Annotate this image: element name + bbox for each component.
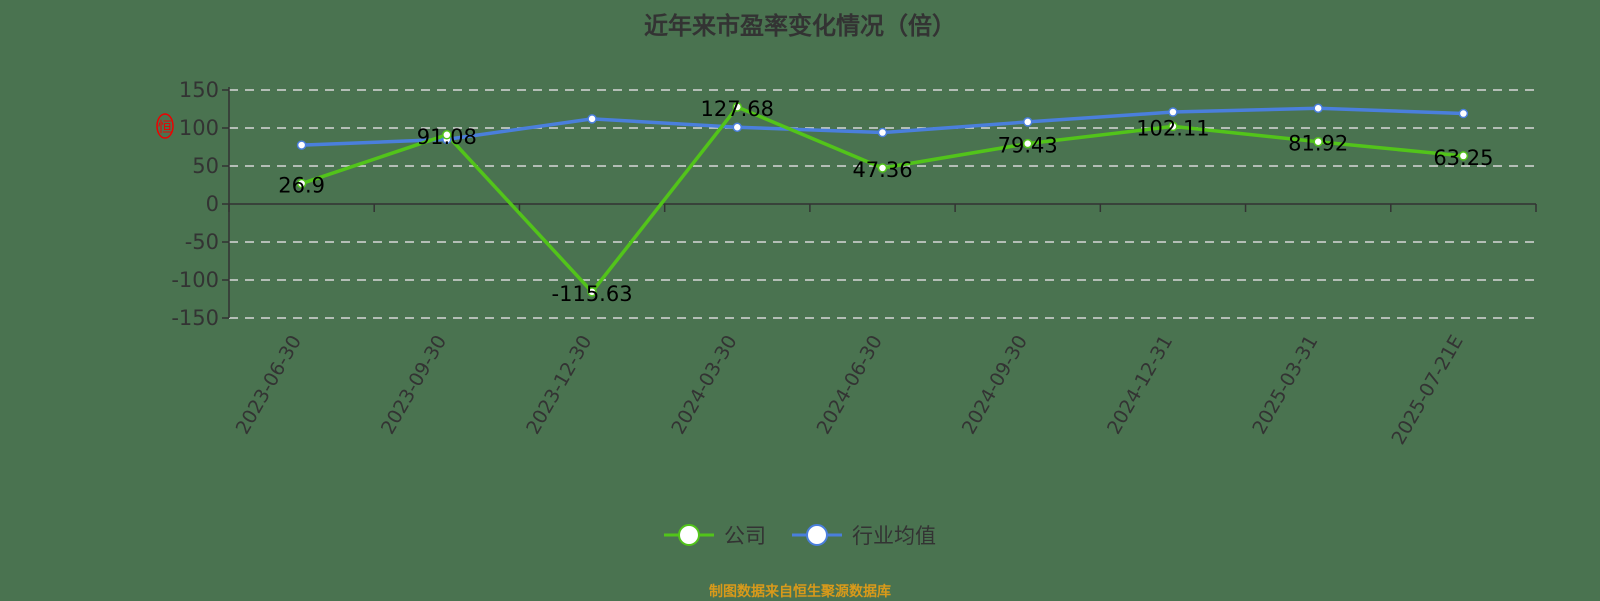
data-point[interactable] xyxy=(587,114,597,124)
data-point[interactable] xyxy=(1458,108,1469,119)
series-lines xyxy=(296,102,1469,297)
data-label: 26.9 xyxy=(278,174,325,198)
x-tick-label: 2024-03-30 xyxy=(667,332,741,439)
x-axis: 2023-06-30 2023-09-30 2023-12-30 2024-03-30… xyxy=(228,203,1537,449)
x-tick-label: 2025-07-21E xyxy=(1387,332,1467,449)
watermark-icon: 恒 xyxy=(156,113,174,139)
y-tick-label: 0 xyxy=(206,192,219,216)
data-label: 127.68 xyxy=(701,97,774,121)
legend-item-industry[interactable]: 行业均值 xyxy=(792,520,936,550)
data-labels: 26.9 91.08 -115.63 127.68 47.36 79.43 102.11 81… xyxy=(278,97,1493,306)
data-point[interactable] xyxy=(587,287,597,297)
data-point[interactable] xyxy=(1168,121,1178,132)
source-note: 制图数据来自恒生聚源数据库 xyxy=(709,584,891,600)
data-point[interactable] xyxy=(1022,117,1033,127)
data-point[interactable] xyxy=(442,130,452,140)
y-axis: 150 100 50 0 -50 -100 -150 xyxy=(171,78,230,330)
y-tick-label: 150 xyxy=(179,78,219,102)
data-label: 79.43 xyxy=(998,134,1058,158)
grid-lines xyxy=(229,89,1536,319)
legend-label-industry: 行业均值 xyxy=(852,524,936,548)
data-label: 47.36 xyxy=(852,158,912,182)
data-point[interactable] xyxy=(732,102,743,112)
data-point[interactable] xyxy=(296,140,307,150)
x-tick-label: 2023-06-30 xyxy=(232,332,306,439)
data-label: 102.11 xyxy=(1136,116,1209,140)
data-label: -115.63 xyxy=(552,282,633,306)
data-point[interactable] xyxy=(1313,136,1323,147)
x-tick-label: 2024-12-31 xyxy=(1103,332,1177,439)
data-point[interactable] xyxy=(732,122,743,132)
data-point[interactable] xyxy=(1022,138,1033,149)
x-tick-label: 2024-09-30 xyxy=(958,332,1032,439)
legend-label-company: 公司 xyxy=(724,524,766,548)
data-label: 91.08 xyxy=(417,125,477,149)
data-point[interactable] xyxy=(1168,107,1178,117)
x-tick-label: 2024-06-30 xyxy=(813,332,887,439)
data-point[interactable] xyxy=(296,178,307,189)
data-point[interactable] xyxy=(877,163,888,173)
y-tick-label: -100 xyxy=(171,268,219,292)
legend-marker-blue-icon xyxy=(792,524,842,546)
y-tick-label: 100 xyxy=(179,116,219,140)
data-label: 63.25 xyxy=(1433,146,1493,170)
y-tick-label: -50 xyxy=(185,230,219,254)
y-tick-label: -150 xyxy=(171,306,219,330)
y-tick-label: 50 xyxy=(192,154,219,178)
data-point[interactable] xyxy=(1458,151,1469,161)
legend-marker-green-icon xyxy=(664,524,714,546)
legend: 公司 行业均值 xyxy=(0,520,1600,550)
legend-item-company[interactable]: 公司 xyxy=(664,520,766,550)
x-tick-label: 2023-09-30 xyxy=(377,332,451,439)
data-point[interactable] xyxy=(1313,103,1323,113)
x-tick-label: 2023-12-30 xyxy=(522,332,596,439)
x-tick-label: 2025-03-31 xyxy=(1248,332,1322,439)
data-label: 81.92 xyxy=(1288,132,1348,156)
data-point[interactable] xyxy=(877,127,888,138)
svg-text:恒: 恒 xyxy=(158,120,172,136)
chart-title: 近年来市盈率变化情况（倍） xyxy=(644,12,956,40)
